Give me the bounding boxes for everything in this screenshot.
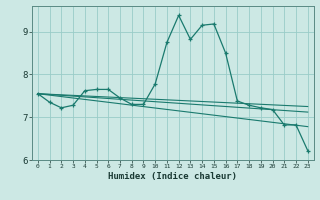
X-axis label: Humidex (Indice chaleur): Humidex (Indice chaleur) <box>108 172 237 181</box>
